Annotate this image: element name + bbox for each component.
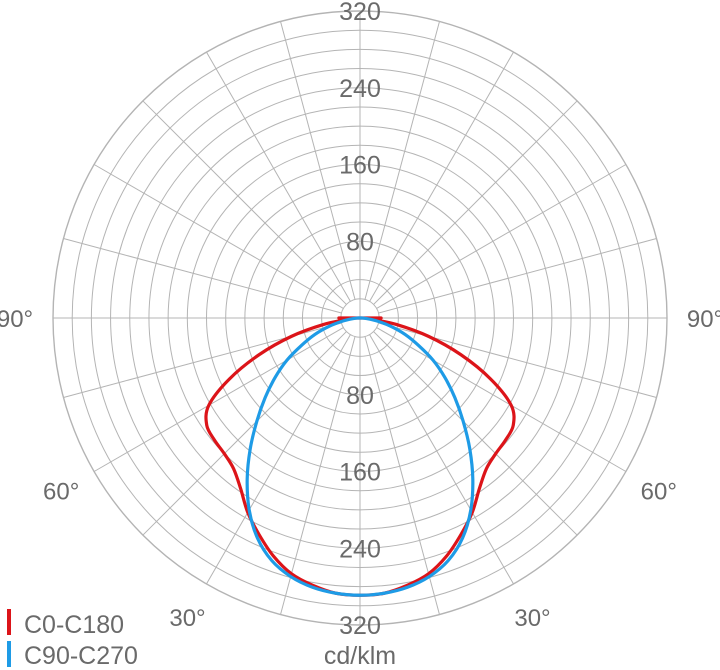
labels: 80 80 160 160 240 240 320 320 90° 60° 30° 90° 60° 30° [0, 0, 720, 640]
grid-spoke [206, 51, 351, 302]
radial-tick-label-upper: 80 [346, 228, 374, 256]
grid-spoke [206, 334, 351, 585]
radial-tick-label-upper: 240 [339, 75, 381, 103]
grid-spoke [93, 164, 344, 309]
curve-c90-c270 [245, 316, 475, 597]
radial-tick-label-lower: 80 [346, 382, 374, 410]
curves [204, 316, 516, 597]
legend-label-c0-c180: C0-C180 [24, 611, 124, 639]
legend: C0-C180 C90-C270 [7, 609, 138, 670]
angle-label: 60° [641, 479, 677, 506]
legend-swatch-c0-c180 [7, 609, 11, 635]
legend-item-c90-c270: C90-C270 [7, 641, 138, 670]
angle-label: 30° [169, 605, 205, 632]
grid-spoke [378, 238, 657, 314]
legend-swatch-c90-c270 [7, 641, 11, 667]
grid-spoke [373, 331, 578, 536]
grid-spoke [376, 327, 627, 472]
angle-label: 90° [687, 306, 720, 333]
radial-tick-label-upper: 320 [339, 0, 381, 26]
legend-label-c90-c270: C90-C270 [24, 642, 138, 670]
angle-label: 60° [43, 479, 79, 506]
grid-spoke [280, 21, 356, 300]
angle-label: 90° [0, 306, 33, 333]
radial-tick-label-upper: 160 [339, 152, 381, 180]
unit-label: cd/klm [324, 642, 396, 670]
grid-spoke [364, 336, 440, 615]
radial-tick-label-lower: 160 [339, 459, 381, 487]
legend-item-c0-c180: C0-C180 [7, 609, 124, 639]
grid-spoke [369, 334, 514, 585]
radial-tick-label-lower: 240 [339, 535, 381, 563]
grid-spoke [376, 164, 627, 309]
grid-spoke [280, 336, 356, 615]
grid-spoke [373, 100, 578, 305]
grid-spoke [142, 331, 347, 536]
grid-spoke [93, 327, 344, 472]
angle-label: 30° [514, 605, 550, 632]
grid-spoke [364, 21, 440, 300]
polar-grid [52, 10, 668, 626]
grid-spoke [63, 238, 342, 314]
radial-tick-label-lower: 320 [339, 612, 381, 640]
grid-spoke [369, 51, 514, 302]
grid-spoke [142, 100, 347, 305]
